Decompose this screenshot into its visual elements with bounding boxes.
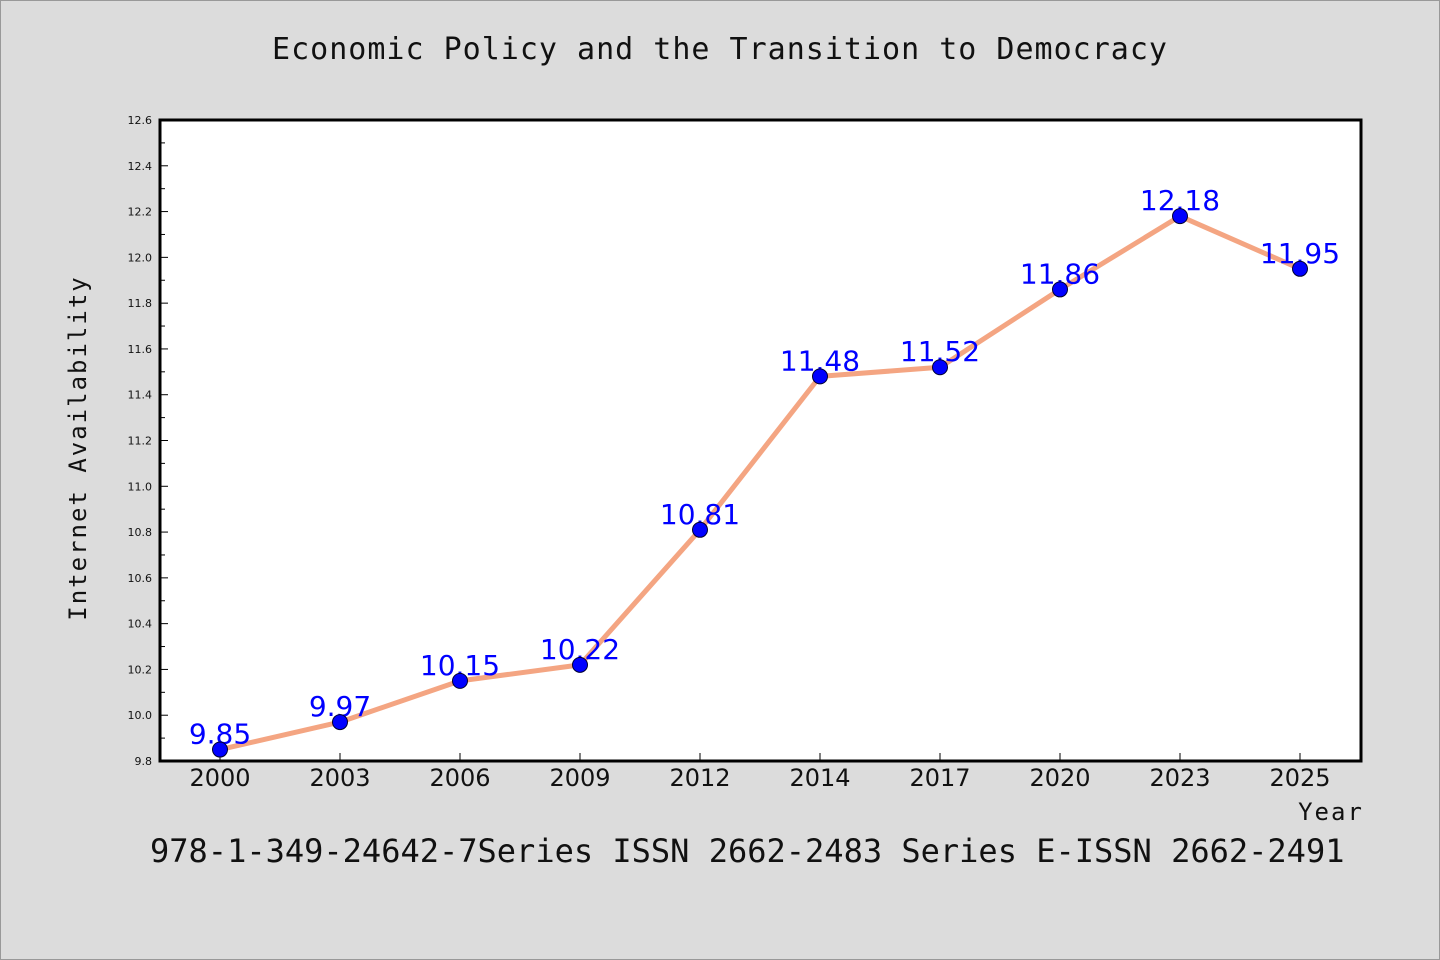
x-tick-label: 2009 [549, 764, 610, 792]
data-point [212, 741, 228, 758]
y-tick-label: 11.4 [128, 389, 153, 402]
chart-title: Economic Policy and the Transition to De… [272, 32, 1168, 67]
x-axis-ticks: 2000 2003 2006 2009 2012 2014 2017 2020 2023 2025 [189, 753, 1331, 792]
x-tick-label: 2020 [1029, 764, 1090, 792]
y-tick-label: 11.2 [128, 435, 153, 448]
x-tick-label: 2017 [909, 764, 970, 792]
y-tick-label: 10.4 [128, 618, 153, 631]
x-tick-label: 2003 [309, 764, 370, 792]
data-point [572, 656, 588, 673]
y-tick-label: 11.6 [128, 343, 153, 356]
data-point [1052, 281, 1068, 298]
data-point [932, 359, 948, 376]
y-tick-label: 12.2 [128, 206, 153, 219]
series-line [217, 213, 1303, 753]
y-tick-label: 10.0 [128, 709, 153, 722]
data-point [1172, 208, 1188, 225]
footer-isbn-text: 978-1-349-24642-7Series ISSN 2662-2483 S… [150, 832, 1345, 870]
y-tick-label: 11.8 [128, 297, 153, 310]
y-tick-label: 12.0 [128, 251, 153, 264]
x-tick-label: 2012 [669, 764, 730, 792]
data-point [1292, 260, 1308, 277]
data-point [332, 714, 348, 731]
y-tick-label: 11.0 [128, 480, 153, 493]
data-point [452, 672, 468, 689]
y-tick-label: 9.8 [135, 755, 153, 768]
data-point [692, 521, 708, 538]
y-axis-ticks: 9.8 10.0 10.2 10.4 10.6 10.8 11.0 11.2 11.4 11.6 1… [128, 114, 168, 768]
y-axis-label: Internet Availability [64, 275, 92, 620]
data-point [812, 368, 828, 385]
y-tick-label: 10.6 [128, 572, 153, 585]
x-tick-label: 2025 [1269, 764, 1330, 792]
y-tick-label: 12.6 [128, 114, 153, 127]
y-tick-label: 10.2 [128, 663, 153, 676]
x-tick-label: 2006 [429, 764, 490, 792]
y-tick-label: 12.4 [128, 160, 153, 173]
x-tick-label: 2014 [789, 764, 850, 792]
y-tick-label: 10.8 [128, 526, 153, 539]
x-tick-label: 2000 [189, 764, 250, 792]
x-axis-label: Year [1298, 798, 1364, 826]
x-tick-label: 2023 [1149, 764, 1210, 792]
